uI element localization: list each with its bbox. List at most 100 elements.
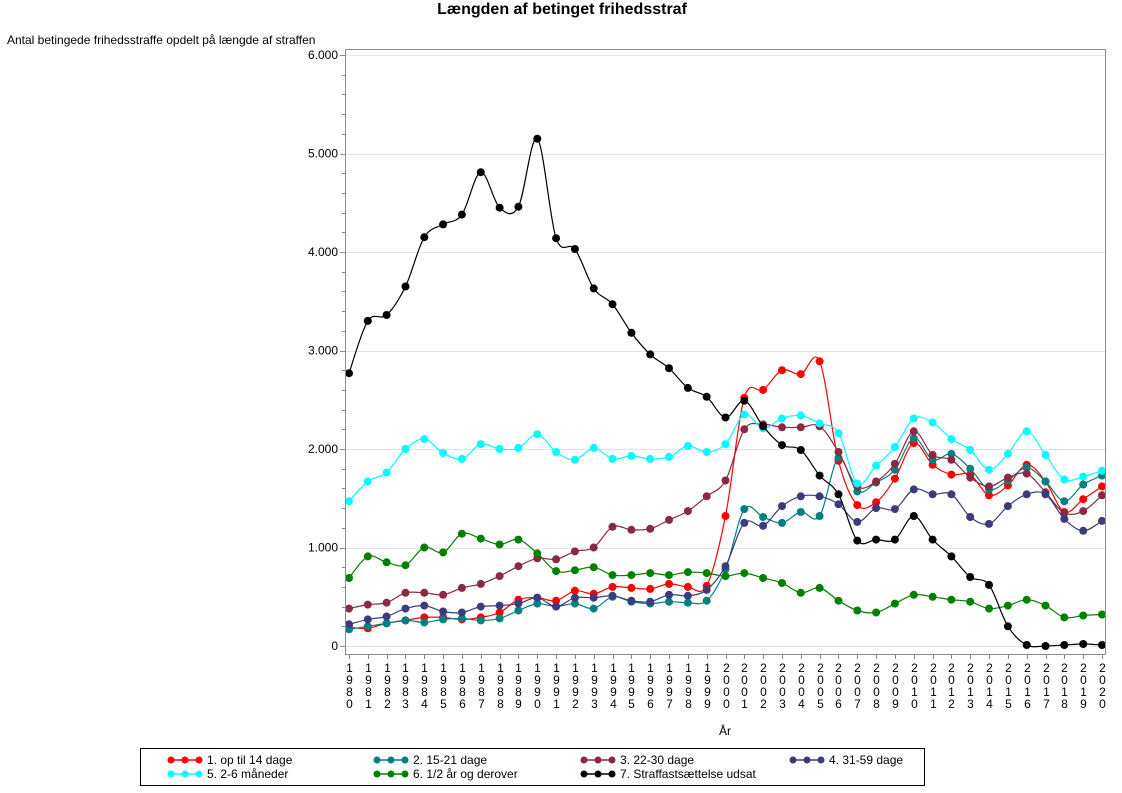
data-point bbox=[627, 525, 636, 534]
data-point bbox=[401, 616, 410, 625]
data-point bbox=[665, 515, 673, 524]
data-point bbox=[1022, 469, 1031, 478]
legend-symbol-icon bbox=[167, 770, 203, 778]
data-point bbox=[627, 328, 636, 337]
legend-symbol-icon bbox=[789, 756, 825, 764]
data-point bbox=[1003, 502, 1012, 511]
legend-label: 2. 15-21 dage bbox=[413, 753, 488, 767]
legend: 1. op til 14 dage 2. 15-21 dage 3. 22-30 d… bbox=[140, 748, 925, 786]
data-point bbox=[721, 440, 730, 449]
data-point bbox=[834, 429, 843, 438]
y-tick-label: 3.000 bbox=[308, 344, 338, 358]
data-point bbox=[533, 134, 542, 143]
data-point bbox=[778, 441, 786, 450]
data-point bbox=[1079, 480, 1088, 489]
data-point bbox=[495, 445, 504, 453]
data-point bbox=[552, 602, 561, 611]
data-point bbox=[834, 448, 843, 456]
data-point bbox=[890, 465, 899, 474]
data-point bbox=[890, 443, 899, 451]
data-point bbox=[476, 440, 485, 449]
data-point bbox=[439, 448, 448, 457]
data-point bbox=[363, 600, 372, 609]
data-point bbox=[985, 604, 993, 613]
series-6 bbox=[345, 529, 1106, 622]
series-7 bbox=[345, 134, 1106, 650]
data-point bbox=[401, 561, 410, 570]
data-point bbox=[552, 234, 561, 243]
legend-label: 4. 31-59 dage bbox=[829, 753, 904, 767]
legend-item: 2. 15-21 dage bbox=[373, 753, 487, 767]
data-point bbox=[702, 492, 711, 501]
data-point bbox=[702, 585, 711, 594]
data-point bbox=[495, 614, 504, 623]
data-point bbox=[1003, 449, 1012, 458]
data-point bbox=[665, 364, 673, 373]
data-point bbox=[985, 491, 993, 500]
data-point bbox=[476, 534, 485, 543]
data-point bbox=[608, 582, 617, 591]
data-point bbox=[570, 599, 579, 608]
data-point bbox=[815, 357, 824, 366]
y-tick-label: 1.000 bbox=[308, 541, 338, 555]
data-point bbox=[1098, 610, 1106, 619]
data-point bbox=[909, 434, 918, 443]
data-point bbox=[966, 464, 975, 473]
data-point bbox=[627, 583, 636, 592]
legend-item: 6. 1/2 år og derover bbox=[373, 767, 518, 781]
y-tick-label: 0 bbox=[331, 639, 338, 653]
data-point bbox=[796, 446, 805, 454]
data-point bbox=[345, 574, 353, 582]
data-point bbox=[401, 604, 410, 613]
data-point bbox=[985, 519, 993, 528]
data-point bbox=[1079, 611, 1088, 620]
data-point bbox=[345, 620, 353, 629]
data-point bbox=[683, 383, 692, 392]
data-point bbox=[759, 513, 768, 521]
data-point bbox=[834, 596, 843, 605]
data-point bbox=[1060, 641, 1069, 649]
data-point bbox=[589, 563, 598, 572]
data-point bbox=[683, 507, 692, 516]
data-point bbox=[1060, 514, 1069, 523]
data-point bbox=[890, 459, 899, 468]
data-point bbox=[1022, 595, 1031, 604]
data-point bbox=[363, 622, 372, 631]
data-point bbox=[759, 422, 768, 431]
data-point bbox=[401, 282, 410, 291]
data-point bbox=[966, 446, 975, 454]
legend-symbol-icon bbox=[580, 770, 616, 778]
data-point bbox=[834, 500, 843, 509]
data-point bbox=[401, 445, 410, 453]
data-point bbox=[1041, 601, 1050, 610]
data-point bbox=[533, 593, 542, 602]
data-point bbox=[570, 245, 579, 253]
legend-item: 4. 31-59 dage bbox=[789, 753, 903, 767]
data-point bbox=[872, 535, 881, 544]
data-point bbox=[363, 316, 372, 325]
data-point bbox=[495, 540, 504, 549]
data-point bbox=[1079, 495, 1088, 504]
x-axis: 1 9 8 0 1 9 8 1 1 9 8 2 1 9 8 3 1 9 8 4 1 9 8 5 1 9 8 6 1 9 8 7 1 9 8 8 1 9 8 9… bbox=[346, 654, 1106, 711]
data-point bbox=[815, 419, 824, 428]
gridlines bbox=[346, 55, 1105, 647]
data-point bbox=[457, 454, 466, 463]
data-point bbox=[1060, 497, 1069, 506]
legend-item: 1. op til 14 dage bbox=[167, 753, 292, 767]
data-point bbox=[646, 454, 655, 463]
